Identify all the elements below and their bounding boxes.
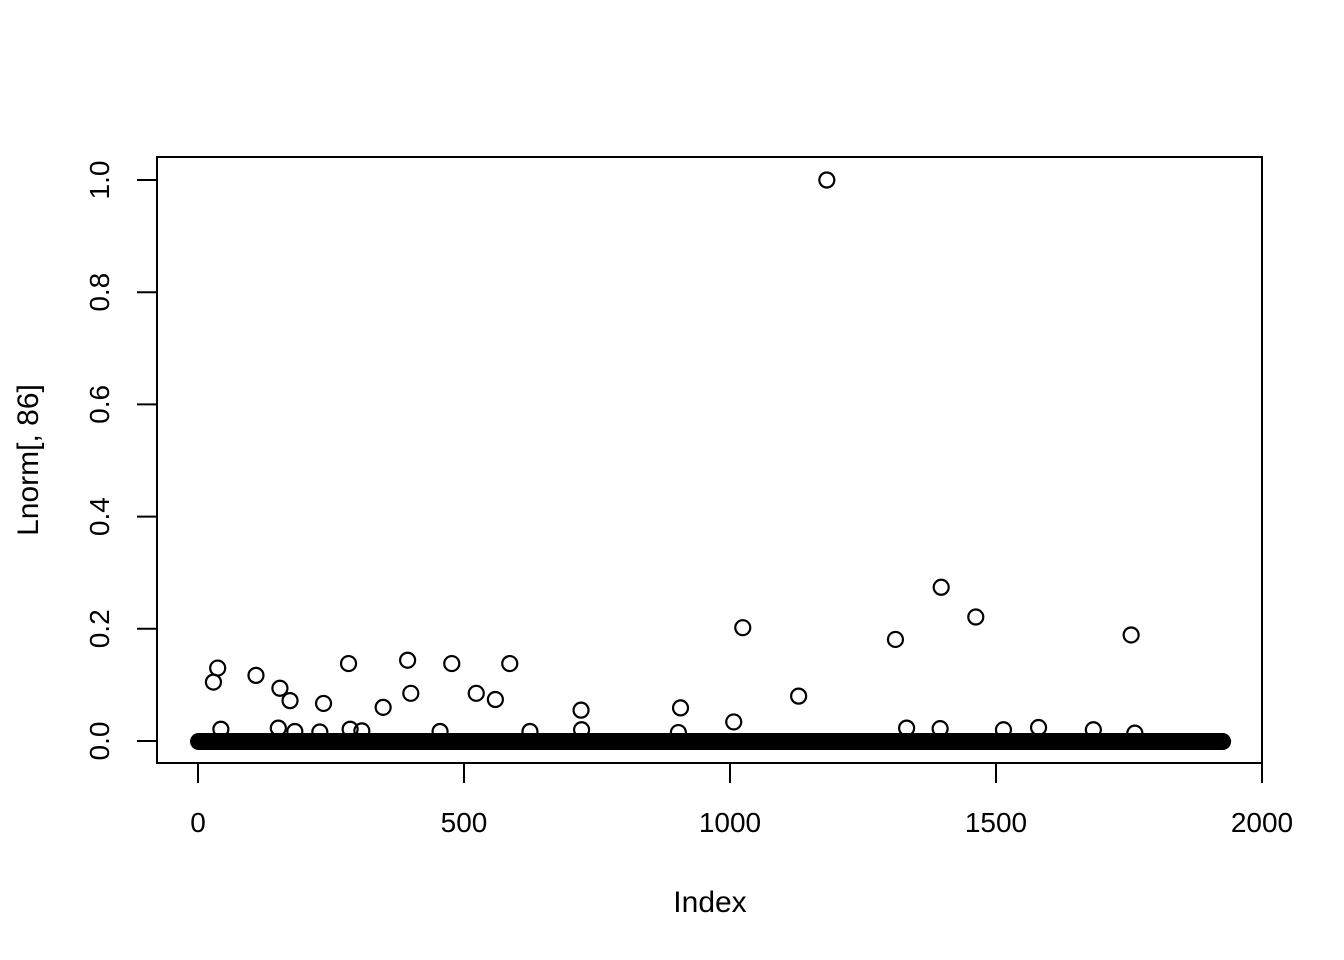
- data-point: [1122, 626, 1140, 644]
- data-point: [1126, 724, 1144, 742]
- data-point: [209, 659, 227, 677]
- data-point: [286, 722, 304, 741]
- y-tick-label: 0.8: [84, 273, 115, 312]
- data-point: [353, 722, 371, 740]
- data-point: [994, 721, 1013, 739]
- data-point: [402, 684, 420, 702]
- x-axis-title: Index: [673, 886, 746, 919]
- data-point: [1029, 718, 1048, 737]
- data-point: [1084, 721, 1102, 739]
- data-point: [669, 723, 687, 742]
- data-point: [725, 713, 743, 731]
- data-point: [931, 720, 949, 738]
- data-point: [204, 673, 223, 691]
- data-point: [339, 654, 358, 673]
- x-tick-label: 2000: [1231, 807, 1293, 838]
- data-point: [898, 719, 916, 737]
- y-tick-label: 0.6: [84, 385, 115, 424]
- data-point: [818, 171, 836, 189]
- data-point: [212, 720, 230, 738]
- data-point: [281, 692, 299, 710]
- x-tick-label: 500: [441, 807, 488, 838]
- data-point: [247, 666, 265, 684]
- data-point: [790, 687, 808, 705]
- y-tick-label: 0.4: [84, 497, 115, 536]
- data-point: [734, 619, 752, 637]
- data-point: [311, 723, 329, 741]
- y-tick-label: 0.0: [84, 722, 115, 761]
- data-point: [431, 722, 449, 741]
- data-point: [399, 651, 417, 669]
- data-point: [932, 578, 950, 596]
- data-point: [271, 679, 289, 697]
- y-tick-label: 0.2: [84, 609, 115, 648]
- y-axis-title: Lnorm[, 86]: [12, 384, 45, 536]
- data-point: [314, 694, 333, 713]
- data-point: [486, 690, 504, 709]
- data-point: [443, 654, 461, 673]
- x-tick-label: 0: [190, 807, 206, 838]
- axis-ticks-layer: 0 500 1000 1500 2000 0.0 0.2 0.4 0.6 0.8 1.0: [84, 161, 1293, 838]
- data-point: [521, 722, 539, 741]
- x-tick-label: 1000: [699, 807, 761, 838]
- data-point: [671, 699, 690, 717]
- data-point: [501, 654, 519, 673]
- y-tick-label: 1.0: [84, 161, 115, 200]
- x-tick-label: 1500: [965, 807, 1027, 838]
- plot-border-box: [156, 156, 1263, 764]
- data-points-layer: [190, 171, 1232, 750]
- data-point: [572, 721, 591, 739]
- data-point: [467, 684, 485, 702]
- data-point: [269, 719, 287, 737]
- data-point: [967, 608, 985, 626]
- data-point: [341, 720, 359, 738]
- data-point: [374, 698, 392, 716]
- data-point: [886, 630, 905, 649]
- data-point: [572, 701, 590, 719]
